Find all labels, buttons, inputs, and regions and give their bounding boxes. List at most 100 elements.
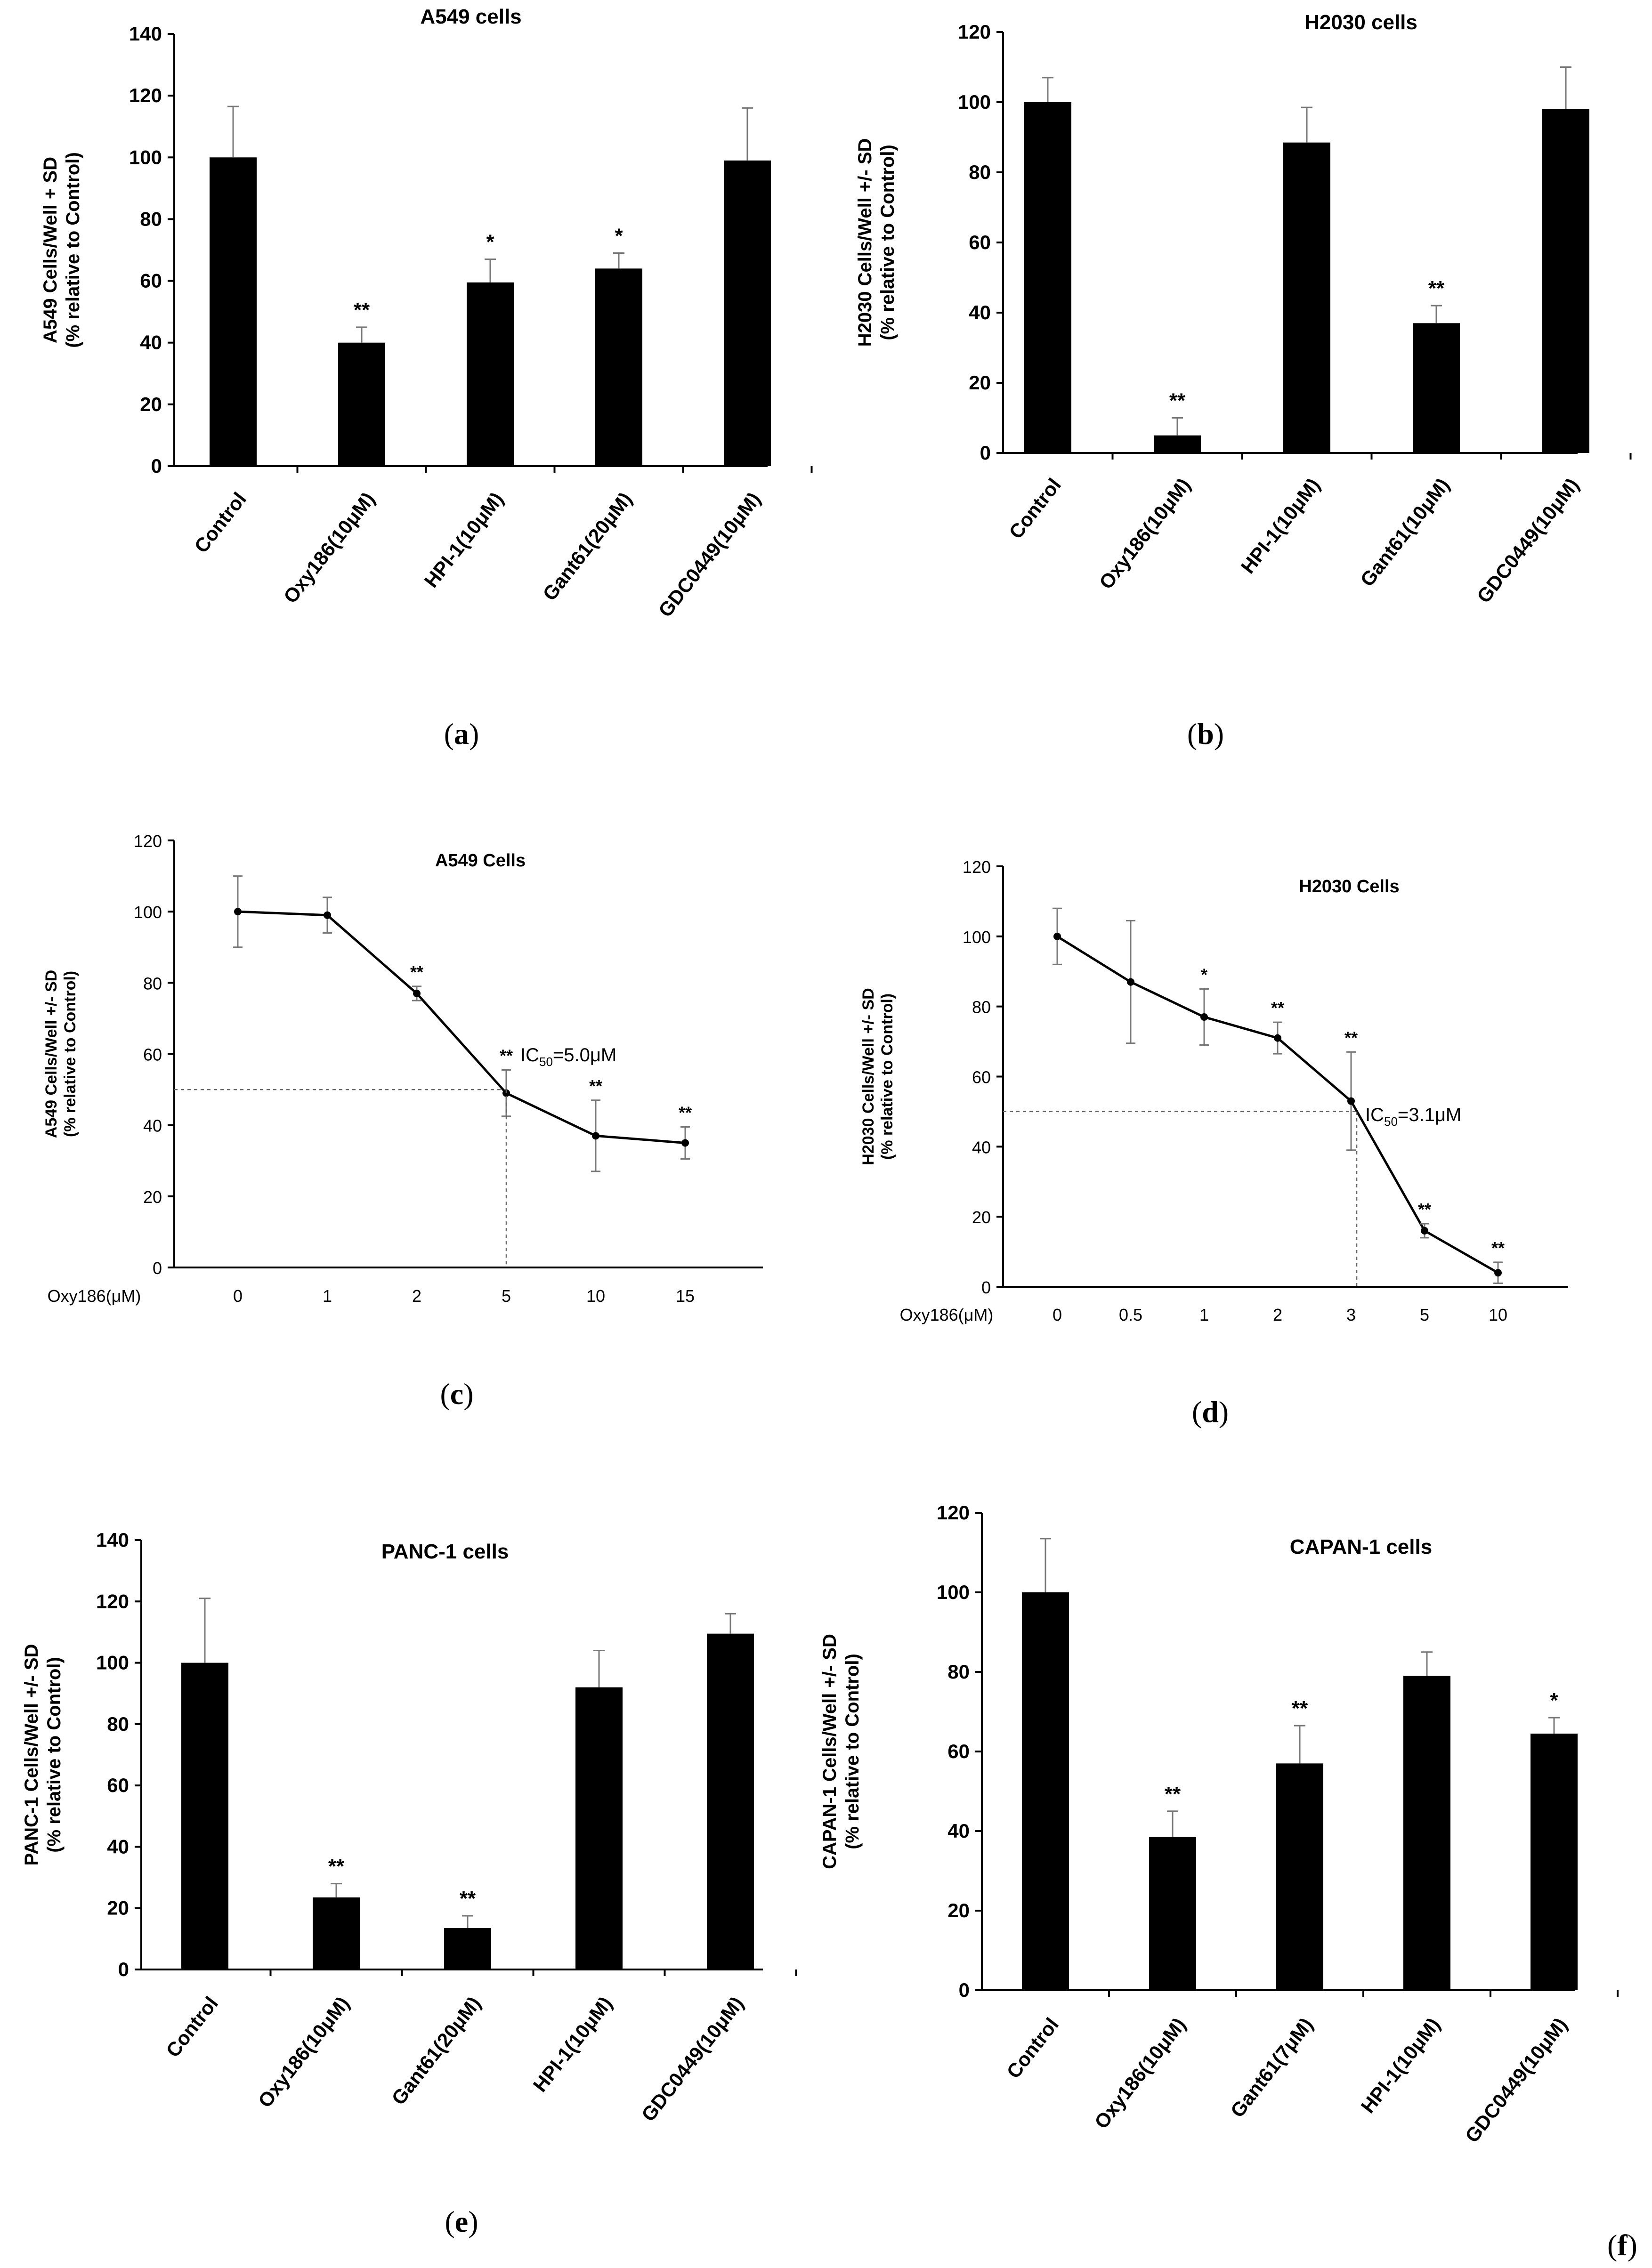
x-category-label: Oxy186(10μM)	[1095, 474, 1195, 593]
bar-5	[1531, 1733, 1578, 1990]
x-category-label: Oxy186(10μM)	[254, 1993, 354, 2112]
data-point	[324, 911, 331, 919]
y-tick-label: 20	[969, 371, 991, 394]
bar-3	[467, 282, 514, 466]
x-category-label: Control	[162, 1993, 222, 2062]
bar-3	[444, 1928, 491, 1969]
bar-4	[595, 268, 642, 466]
bar-1	[181, 1663, 228, 1969]
y-tick-label: 100	[958, 91, 991, 113]
y-tick-label: 20	[947, 1899, 970, 1921]
panel-label-letter: e	[455, 2205, 468, 2238]
y-tick-label: 120	[129, 84, 162, 106]
y-tick-label: 0	[981, 1278, 991, 1297]
panel-label-open: (	[444, 717, 454, 751]
x-category-label: Gant61(20μM)	[538, 488, 636, 605]
y-tick-label: 0	[980, 442, 991, 464]
bar-4	[575, 1687, 623, 1969]
chart-title: A549 cells	[420, 5, 521, 28]
x-tick-label: 5	[502, 1286, 511, 1306]
y-axis-label: A549 Cells/Well + SD (% relative to Contr…	[40, 152, 83, 348]
bar-1	[210, 157, 257, 466]
y-tick-label: 40	[143, 1116, 162, 1136]
data-point	[1421, 1227, 1428, 1235]
significance-marker: *	[615, 225, 623, 248]
panel-label-letter: c	[450, 1377, 463, 1411]
y-axis-label-line: H2030 Cells/Well +/- SD	[855, 138, 875, 347]
panel-label-open: (	[1187, 717, 1197, 751]
data-point	[1127, 978, 1134, 986]
significance-marker: **	[1344, 1028, 1358, 1047]
y-tick-label: 80	[947, 1661, 970, 1683]
y-tick-label: 120	[96, 1590, 129, 1612]
y-axis-label-line: (% relative to Control)	[61, 971, 79, 1137]
x-tick-label: 2	[412, 1286, 421, 1306]
x-category-label: Control	[1004, 474, 1065, 543]
data-point	[1053, 932, 1061, 940]
y-axis-label-line: (% relative to Control)	[877, 145, 898, 340]
y-tick-label: 60	[143, 1045, 162, 1065]
y-axis-label-line: CAPAN-1 Cells/Well +/- SD	[819, 1634, 840, 1869]
y-tick-label: 20	[143, 1187, 162, 1207]
panel-label-close: )	[469, 717, 479, 751]
y-tick-label: 40	[140, 331, 162, 354]
data-point	[681, 1139, 689, 1147]
y-tick-label: 60	[947, 1740, 970, 1762]
y-tick-label: 20	[972, 1208, 991, 1227]
bar-2	[1149, 1837, 1196, 1990]
x-category-label: Gant61(10μM)	[1356, 474, 1454, 591]
data-point	[1494, 1269, 1502, 1277]
x-category-label: Control	[1002, 2014, 1063, 2083]
bar-1	[1024, 102, 1071, 453]
data-point	[413, 990, 421, 998]
x-tick-label: 0.5	[1119, 1305, 1142, 1324]
significance-marker: **	[328, 1855, 345, 1878]
y-tick-label: 40	[107, 1835, 129, 1857]
bar-5	[1542, 109, 1589, 453]
ic50-subscript: 50	[539, 1055, 553, 1069]
y-tick-label: 0	[153, 1259, 162, 1278]
panel-label-close: )	[1219, 1395, 1229, 1429]
data-point	[234, 908, 242, 916]
y-axis-label-line: (% relative to Control)	[44, 1657, 65, 1853]
x-category-label: Oxy186(10μM)	[1090, 2014, 1190, 2133]
panel-label-open: (	[440, 1377, 450, 1411]
significance-marker: **	[1418, 1200, 1431, 1219]
data-point	[1274, 1034, 1281, 1042]
y-tick-label: 40	[969, 301, 991, 323]
y-tick-label: 140	[129, 23, 162, 45]
bar-5	[724, 160, 771, 466]
y-tick-label: 60	[107, 1774, 129, 1796]
significance-marker: **	[1169, 389, 1186, 412]
chart-title: CAPAN-1 cells	[1290, 1535, 1432, 1558]
panel-label: (c)	[440, 1377, 473, 1411]
data-point	[592, 1132, 599, 1140]
y-tick-label: 120	[958, 21, 991, 43]
significance-marker: **	[410, 962, 423, 982]
panel-label: (d)	[1192, 1395, 1229, 1429]
y-tick-label: 120	[937, 1501, 970, 1524]
data-point	[1347, 1097, 1355, 1105]
y-axis-label: H2030 Cells/Well +/- SD(% relative to Co…	[859, 988, 896, 1165]
y-tick-label: 80	[107, 1713, 129, 1735]
chart-panel-e: PANC-1 cells 0 20 40 60 80 100 120 140 PANC-1 Cel…	[21, 1529, 797, 2238]
significance-marker: **	[354, 299, 370, 322]
bar-4	[1403, 1676, 1450, 1990]
bar-2	[313, 1897, 360, 1969]
chart-title: PANC-1 cells	[381, 1540, 509, 1563]
y-tick-label: 80	[143, 974, 162, 993]
x-category-label: Control	[190, 488, 251, 557]
x-tick-label: 15	[676, 1286, 695, 1306]
bar-2	[338, 342, 385, 466]
x-axis-label: Oxy186(μM)	[48, 1286, 141, 1306]
significance-marker: *	[1201, 965, 1207, 984]
y-tick-label: 60	[972, 1068, 991, 1087]
significance-marker: **	[679, 1103, 692, 1122]
chart-panel-b: H2030 cells 0 20 40 60 80 100 120 H2030 Cells/We…	[855, 11, 1632, 751]
significance-marker: **	[1292, 1697, 1308, 1720]
panel-label-close: )	[1214, 717, 1224, 751]
y-axis-label-line: (% relative to Control)	[878, 993, 896, 1160]
